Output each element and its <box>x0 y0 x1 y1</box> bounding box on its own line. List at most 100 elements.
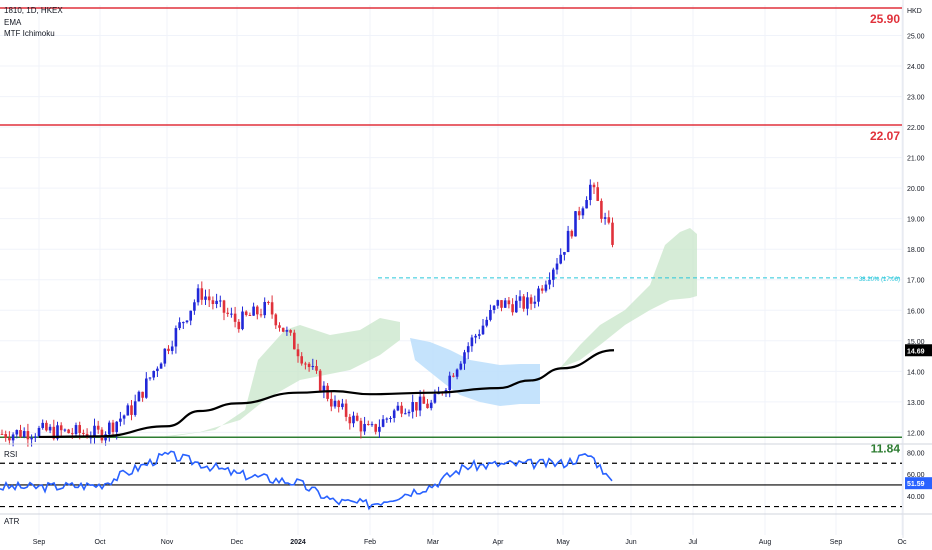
candle-body <box>341 403 344 408</box>
candle-body <box>400 405 403 414</box>
y-tick-label-10: 22.00 <box>907 125 925 132</box>
candle-body <box>415 402 418 411</box>
x-tick-label-7: Apr <box>493 539 505 546</box>
candle-body <box>293 332 296 350</box>
candle-body <box>89 437 93 439</box>
candle-body <box>381 419 385 427</box>
candle-body <box>41 422 44 428</box>
candle-body <box>270 302 274 315</box>
legend-ema: EMA <box>4 18 22 27</box>
candle-body <box>156 368 159 371</box>
candle-body <box>548 279 551 285</box>
candle-body <box>392 410 396 418</box>
candle-body <box>37 427 41 437</box>
candle-body <box>481 325 485 335</box>
candle-body <box>344 403 348 417</box>
candle-body <box>285 330 289 332</box>
candle-body <box>119 418 122 422</box>
candle-body <box>4 434 7 438</box>
candle-body <box>348 416 352 424</box>
rsi-last-label: 51.59 <box>907 481 925 488</box>
candle-body <box>174 328 178 347</box>
candle-body <box>589 184 592 201</box>
candle-body <box>230 313 233 315</box>
rsi-tick-label-2: 40.00 <box>907 494 925 501</box>
y-tick-label-9: 21.00 <box>907 156 925 163</box>
candle-body <box>448 375 451 391</box>
candle-body <box>577 211 581 216</box>
candle-body <box>603 217 607 219</box>
candle-body <box>96 425 100 430</box>
candle-body <box>126 405 130 416</box>
candle-body <box>159 363 163 369</box>
candle-body <box>529 297 533 304</box>
rsi-line <box>0 450 613 511</box>
candle-body <box>407 411 411 414</box>
candle-body <box>26 431 30 440</box>
candle-body <box>585 200 588 209</box>
candle-body <box>492 305 496 311</box>
level-label-0: 25.90 <box>870 12 900 26</box>
candle-body <box>533 301 537 304</box>
candle-body <box>359 420 363 432</box>
candle-body <box>78 425 81 433</box>
x-tick-label-6: Mar <box>427 539 440 546</box>
candle-body <box>100 429 104 441</box>
candle-body <box>367 423 370 425</box>
candle-body <box>59 425 63 431</box>
candle-body <box>489 310 492 320</box>
candle-body <box>104 434 107 441</box>
x-tick-label-12: Sep <box>830 539 843 546</box>
candle-body <box>267 301 270 303</box>
candle-body <box>111 422 115 432</box>
candle-body <box>418 396 422 411</box>
candle-body <box>167 348 170 351</box>
candle-body <box>463 352 466 364</box>
x-tick-label-10: Jul <box>689 539 698 546</box>
candle-body <box>215 300 218 305</box>
candle-body <box>237 321 241 330</box>
candle-body <box>122 415 126 419</box>
candle-body <box>507 300 511 305</box>
candle-body <box>511 304 514 313</box>
atr-pane-label: ATR <box>4 517 20 526</box>
y-tick-label-13: 25.00 <box>907 34 925 41</box>
level-label-2: 11.84 <box>871 441 901 455</box>
candle-body <box>540 288 544 291</box>
candle-body <box>152 370 155 378</box>
candle-body <box>263 301 266 316</box>
candle-body <box>281 327 285 332</box>
x-tick-label-9: Jun <box>625 539 636 546</box>
candle-body <box>322 385 326 391</box>
candle-body <box>233 313 237 322</box>
candle-body <box>67 429 70 434</box>
candle-body <box>555 263 559 270</box>
candle-body <box>592 184 596 188</box>
candle-body <box>74 425 78 434</box>
candle-body <box>385 418 389 420</box>
candle-body <box>374 424 377 432</box>
candle-body <box>71 433 74 435</box>
candle-body <box>526 297 529 309</box>
candle-body <box>130 405 133 415</box>
candle-body <box>8 437 11 441</box>
candle-body <box>307 363 311 368</box>
candle-body <box>182 322 185 324</box>
legend-symbol: 1810, 1D, HKEX <box>4 6 63 15</box>
candle-body <box>52 426 56 439</box>
candle-body <box>141 391 144 398</box>
candle-body <box>108 422 111 435</box>
candle-body <box>544 284 548 291</box>
candle-body <box>34 436 37 438</box>
candle-body <box>170 346 174 351</box>
candle-body <box>404 413 407 415</box>
candle-body <box>466 346 470 353</box>
candle-body <box>300 356 303 364</box>
candle-body <box>211 300 215 305</box>
x-tick-label-0: Sep <box>33 539 46 546</box>
candle-body <box>311 366 315 368</box>
last-price-badge <box>905 344 932 357</box>
candle-body <box>148 377 152 379</box>
candle-body <box>459 363 463 370</box>
